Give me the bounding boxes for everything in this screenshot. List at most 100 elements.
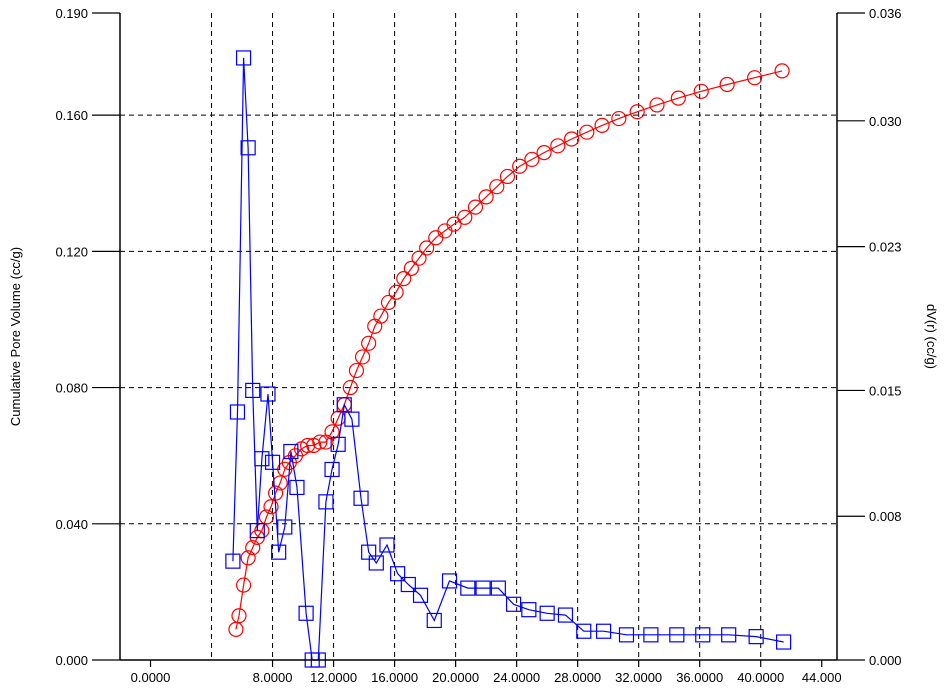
y2-tick-label: 0.015	[869, 383, 902, 398]
dv-data-point	[400, 576, 416, 593]
dv-data-point	[776, 634, 792, 650]
cumulative-data-point	[342, 379, 358, 396]
cumulative-data-point	[388, 284, 404, 300]
cumulative-data-point	[478, 189, 494, 205]
dv-data-point	[324, 461, 340, 478]
cumulative-data-point	[774, 63, 790, 79]
y-tick-label: 0.080	[55, 381, 88, 396]
dv-data-point	[289, 479, 305, 496]
cumulative-data-point	[747, 70, 763, 86]
cumulative-data-point	[563, 131, 580, 147]
dv-data-point	[460, 580, 476, 596]
dv-data-point	[245, 382, 261, 399]
y2-tick-label: 0.000	[869, 653, 902, 668]
x-tick-label: 24.0000	[493, 670, 540, 685]
axes-layer	[119, 13, 838, 661]
cumulative-data-point	[446, 216, 462, 232]
cumulative-data-point	[524, 151, 540, 168]
cumulative-data-point	[263, 499, 279, 515]
cumulative-data-point	[467, 199, 484, 215]
cumulative-data-point	[380, 294, 397, 311]
cumulative-data-point	[235, 577, 252, 593]
ticks-layer: 0.000 0.040 0.080 0.120 0.160 0.190 0.000 0.008…	[55, 6, 901, 685]
dv-data-point	[695, 627, 711, 643]
dv-data-point	[283, 443, 299, 460]
y-tick-label: 0.120	[55, 244, 88, 259]
cumulative-data-point	[373, 308, 389, 324]
cumulative-data-point	[693, 83, 709, 99]
y2-tick-label: 0.036	[869, 6, 902, 21]
cumulative-data-point	[579, 124, 595, 140]
x-tick-label: 32.0000	[615, 670, 662, 685]
x-tick-label: 8.0000	[253, 670, 293, 685]
cumulative-data-point	[719, 76, 735, 93]
cumulative-data-point	[419, 240, 435, 256]
dv-data-point	[344, 411, 360, 427]
y2-axis-label: dV(r) (cc/g)	[924, 304, 939, 369]
cumulative-data-point	[536, 145, 552, 161]
dv-data-point	[412, 587, 429, 603]
cumulative-data-point	[354, 349, 371, 365]
dv-data-point	[557, 607, 574, 623]
x-tick-label: 16.0000	[371, 670, 418, 685]
dv-data-point	[264, 454, 281, 470]
dv-data-point	[379, 537, 395, 553]
x-tick-label: 40.0000	[737, 670, 784, 685]
cumulative-data-point	[670, 90, 686, 106]
cumulative-data-point	[258, 509, 275, 525]
y2-tick-label: 0.008	[869, 509, 902, 524]
x-tick-label: 44.000	[802, 670, 842, 685]
dv-data-point	[521, 602, 537, 618]
cumulative-data-point	[629, 104, 645, 120]
dv-data-point	[441, 573, 458, 589]
series-layer	[225, 50, 792, 668]
grid-layer	[120, 13, 837, 660]
dv-data-point	[368, 555, 384, 571]
cumulative-data-point	[348, 362, 365, 379]
cumulative-data-point	[324, 424, 340, 440]
cumulative-data-point	[272, 475, 288, 491]
cumulative-data-point	[361, 335, 377, 351]
cumulative-data-point	[403, 260, 419, 276]
cumulative-data-point	[245, 540, 261, 556]
dv-data-point	[235, 50, 252, 66]
dv-data-point	[595, 623, 612, 639]
cumulative-data-point	[240, 550, 256, 566]
x-tick-label: 28.0000	[554, 670, 601, 685]
cumulative-data-point	[489, 179, 505, 195]
dv-data-point	[576, 623, 592, 639]
x-tick-label: 20.0000	[432, 670, 479, 685]
x-tick-label: 0.0000	[131, 670, 171, 685]
dv-data-point	[721, 627, 737, 643]
dv-data-point	[390, 566, 406, 582]
cumulative-data-point	[231, 608, 247, 624]
cumulative-data-point	[312, 434, 328, 450]
dv-data-point	[669, 627, 685, 643]
dv-data-point	[643, 627, 659, 643]
y2-tick-label: 0.023	[869, 240, 902, 255]
y-tick-label: 0.190	[55, 6, 88, 21]
y-tick-label: 0.040	[55, 517, 88, 532]
y-axis-label: Cumulative Pore Volume (cc/g)	[8, 247, 23, 426]
cumulative-data-point	[411, 250, 427, 266]
dv-data-point	[490, 580, 506, 596]
dv-data-point	[229, 404, 246, 420]
dv-data-point	[505, 596, 522, 612]
dv-data-point	[277, 519, 293, 535]
dv-data-point	[240, 140, 256, 156]
dv-data-point	[260, 386, 276, 402]
dv-data-point	[271, 544, 287, 560]
dv-data-point	[336, 397, 352, 413]
cumulative-data-point	[611, 110, 627, 127]
dv-data-point	[426, 612, 442, 629]
cumulative-data-point	[396, 271, 412, 287]
dv-data-point	[249, 522, 265, 539]
y-tick-label: 0.160	[55, 108, 88, 123]
cumulative-data-point	[457, 209, 473, 225]
dv-data-point	[618, 627, 635, 643]
dv-data-point	[298, 605, 314, 621]
cumulative-data-point	[550, 138, 566, 154]
dv-data-point	[318, 494, 334, 510]
